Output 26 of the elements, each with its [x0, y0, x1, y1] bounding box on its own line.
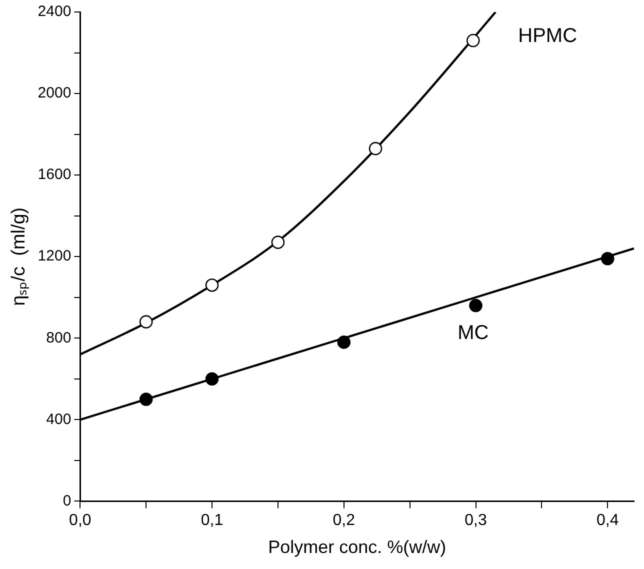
x-tick-label: 0,3 [464, 512, 487, 530]
y-axis-title: ηₛₚ/c (ml/g) [8, 207, 30, 306]
y-tick-label: 800 [46, 329, 72, 346]
point [368, 142, 382, 156]
point [139, 392, 153, 406]
point [469, 298, 482, 312]
point [600, 252, 614, 266]
y-tick-label: 0 [62, 492, 72, 510]
y-tick-label: 2400 [38, 3, 72, 20]
series-label: MC [458, 322, 489, 344]
point [139, 315, 153, 328]
y-tick-label: 400 [46, 410, 72, 428]
point [205, 372, 219, 386]
x-tick-label: 0,1 [200, 512, 224, 530]
point [205, 278, 219, 292]
series-label: HPMC [518, 25, 578, 48]
y-tick-label: 1200 [38, 248, 72, 265]
point [466, 34, 480, 48]
point [271, 236, 285, 249]
x-axis-title: Polymer conc. %(w/w) [268, 537, 446, 558]
x-tick-label: 0,2 [332, 512, 356, 530]
y-tick-label: 2000 [38, 84, 72, 102]
y-tick-label: 1600 [38, 166, 72, 184]
x-tick-label: 0,0 [69, 512, 92, 530]
x-tick-label: 0,4 [596, 512, 619, 530]
point [337, 336, 351, 349]
